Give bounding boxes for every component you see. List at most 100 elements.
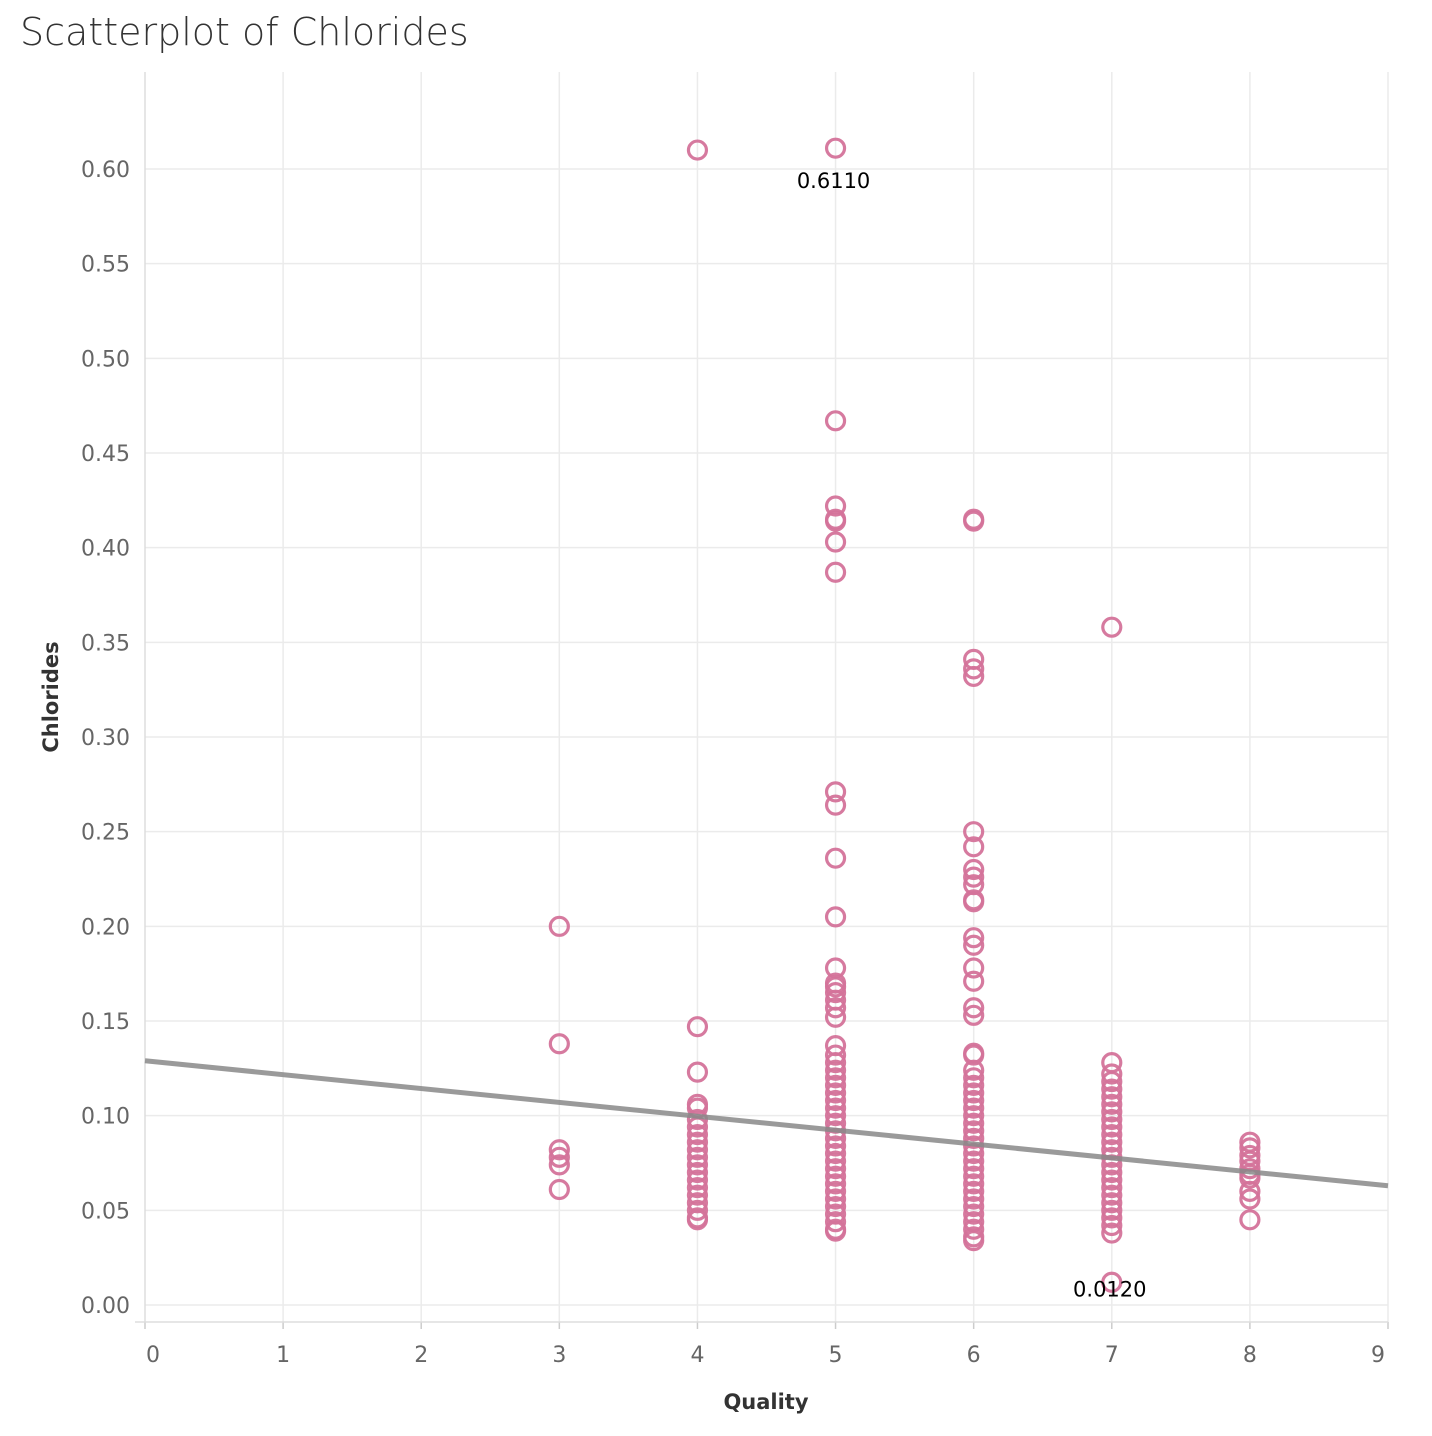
y-tick-label: 0.45 bbox=[81, 442, 130, 467]
data-point bbox=[548, 1139, 570, 1161]
y-tick-label: 0.05 bbox=[81, 1199, 130, 1224]
data-point bbox=[686, 1199, 709, 1221]
data-point bbox=[686, 1184, 709, 1206]
x-tick-label: 2 bbox=[414, 1343, 428, 1368]
data-point bbox=[824, 1195, 847, 1218]
data-point bbox=[963, 1044, 985, 1066]
data-point bbox=[824, 1097, 847, 1119]
data-point bbox=[963, 1203, 985, 1225]
data-point bbox=[824, 1067, 847, 1089]
y-tick-label: 0.30 bbox=[81, 726, 130, 751]
data-point bbox=[824, 531, 847, 553]
data-point bbox=[1239, 1180, 1261, 1203]
y-axis-ticks: 0.00 0.05 0.10 0.15 0.20 0.25 0.30 0.35 0.40 0.45… bbox=[81, 158, 130, 1319]
data-label: 0.0120 bbox=[1073, 1277, 1146, 1301]
data-point bbox=[824, 561, 847, 583]
data-point bbox=[1101, 1123, 1123, 1146]
data-point bbox=[1101, 1199, 1123, 1221]
data-point bbox=[963, 1097, 985, 1119]
y-tick-label: 0.25 bbox=[81, 821, 130, 846]
data-point bbox=[824, 1211, 847, 1233]
data-point bbox=[963, 1120, 985, 1142]
data-point bbox=[1101, 1184, 1123, 1206]
data-point bbox=[963, 1004, 985, 1026]
x-tick-label: 9 bbox=[1371, 1343, 1385, 1368]
data-point bbox=[1101, 1063, 1123, 1085]
x-tick-label: 7 bbox=[1105, 1343, 1119, 1368]
data-point bbox=[824, 1173, 847, 1195]
data-point bbox=[824, 510, 847, 532]
data-point bbox=[548, 1033, 570, 1055]
data-point bbox=[1101, 616, 1123, 638]
data-point bbox=[824, 847, 847, 869]
data-label: 0.6110 bbox=[797, 169, 870, 193]
data-point bbox=[963, 970, 985, 992]
data-point bbox=[963, 1188, 985, 1210]
data-point bbox=[824, 1052, 847, 1074]
data-point bbox=[1101, 1101, 1123, 1123]
data-point bbox=[686, 1123, 709, 1146]
y-tick-label: 0.00 bbox=[81, 1294, 130, 1319]
annotations: 0.6110 0.0120 bbox=[797, 169, 1147, 1301]
data-point bbox=[963, 836, 985, 858]
data-point bbox=[1101, 1086, 1123, 1108]
data-point bbox=[963, 1218, 985, 1240]
x-tick-label: 5 bbox=[829, 1343, 843, 1368]
y-tick-label: 0.20 bbox=[81, 915, 130, 940]
data-point bbox=[824, 981, 847, 1004]
data-point bbox=[963, 891, 985, 913]
data-point bbox=[824, 1142, 847, 1165]
data-point bbox=[686, 1016, 709, 1038]
data-point bbox=[1101, 1161, 1123, 1184]
y-tick-label: 0.15 bbox=[81, 1010, 130, 1035]
data-point bbox=[686, 1177, 709, 1199]
data-point bbox=[686, 1161, 709, 1184]
data-point bbox=[824, 1044, 847, 1066]
data-point bbox=[824, 976, 847, 998]
data-point bbox=[824, 1180, 847, 1203]
data-point bbox=[548, 915, 570, 937]
x-tick-label: 3 bbox=[552, 1343, 566, 1368]
data-point bbox=[963, 858, 985, 881]
y-axis-label: Chlorides bbox=[39, 641, 63, 752]
x-axis-ticks: 0 1 2 3 4 5 6 7 8 9 bbox=[146, 1343, 1385, 1368]
data-point bbox=[1239, 1209, 1261, 1231]
data-point bbox=[1101, 1222, 1123, 1244]
data-point bbox=[1101, 1177, 1123, 1199]
data-point bbox=[824, 1082, 847, 1104]
x-tick-label: 1 bbox=[276, 1343, 290, 1368]
data-point bbox=[963, 1150, 985, 1172]
data-point bbox=[963, 510, 985, 532]
data-point bbox=[824, 1089, 847, 1112]
data-point bbox=[548, 1154, 570, 1176]
data-point bbox=[686, 1139, 709, 1161]
data-point bbox=[963, 1067, 985, 1089]
data-point bbox=[824, 495, 847, 517]
data-point bbox=[963, 1112, 985, 1134]
data-point bbox=[1101, 1169, 1123, 1191]
data-point bbox=[963, 934, 985, 956]
y-tick-label: 0.35 bbox=[81, 631, 130, 656]
data-point bbox=[548, 1146, 570, 1168]
data-point bbox=[824, 1006, 847, 1028]
data-point bbox=[824, 794, 847, 816]
trend-line-layer bbox=[144, 1058, 1389, 1189]
data-point bbox=[824, 1135, 847, 1157]
data-point bbox=[963, 1180, 985, 1203]
y-tick-label: 0.60 bbox=[81, 158, 130, 183]
data-point bbox=[824, 1158, 847, 1180]
data-point bbox=[686, 1146, 709, 1168]
axis-lines bbox=[135, 72, 1389, 1329]
data-point bbox=[824, 410, 847, 432]
data-point bbox=[1101, 1207, 1123, 1229]
y-tick-label: 0.40 bbox=[81, 537, 130, 562]
data-point bbox=[686, 1169, 709, 1191]
data-point bbox=[1101, 1271, 1123, 1293]
data-point bbox=[963, 1074, 985, 1096]
x-tick-label: 0 bbox=[146, 1343, 160, 1368]
data-point bbox=[1101, 1214, 1123, 1237]
data-point bbox=[963, 997, 985, 1019]
data-point bbox=[1101, 1108, 1123, 1131]
data-point bbox=[963, 665, 985, 688]
data-point bbox=[963, 1059, 985, 1081]
